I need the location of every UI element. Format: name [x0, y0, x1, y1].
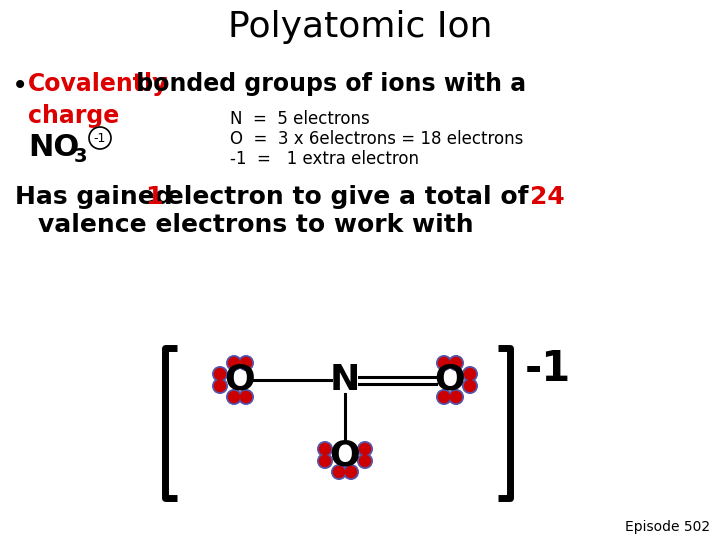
Circle shape: [227, 390, 241, 404]
Circle shape: [212, 367, 228, 381]
Circle shape: [239, 390, 253, 404]
Circle shape: [318, 454, 333, 468]
Text: NO: NO: [28, 133, 79, 162]
Circle shape: [228, 357, 240, 368]
Text: electron to give a total of: electron to give a total of: [158, 185, 537, 209]
Circle shape: [464, 381, 475, 392]
Text: O  =  3 x 6electrons = 18 electrons: O = 3 x 6electrons = 18 electrons: [230, 130, 523, 148]
Circle shape: [240, 392, 251, 402]
Text: -1: -1: [525, 348, 571, 390]
Text: O: O: [225, 363, 256, 397]
Circle shape: [320, 443, 330, 455]
Text: 3: 3: [74, 147, 88, 166]
Circle shape: [449, 390, 463, 404]
Circle shape: [358, 442, 372, 456]
Circle shape: [346, 467, 356, 477]
Circle shape: [464, 368, 475, 380]
Text: O: O: [435, 363, 465, 397]
Text: -1  =   1 extra electron: -1 = 1 extra electron: [230, 150, 419, 168]
Circle shape: [359, 456, 371, 467]
Circle shape: [451, 392, 462, 402]
Text: 1: 1: [145, 185, 163, 209]
Circle shape: [212, 379, 228, 393]
Text: N: N: [330, 363, 360, 397]
Text: charge: charge: [28, 104, 120, 128]
Text: O: O: [330, 438, 361, 472]
Text: Has gained: Has gained: [15, 185, 181, 209]
Circle shape: [463, 379, 477, 393]
Circle shape: [227, 356, 241, 370]
Text: N  =  5 electrons: N = 5 electrons: [230, 110, 370, 128]
Circle shape: [438, 357, 449, 368]
Circle shape: [343, 465, 359, 480]
Circle shape: [451, 357, 462, 368]
Text: 24: 24: [530, 185, 564, 209]
Circle shape: [449, 356, 463, 370]
Circle shape: [215, 381, 225, 392]
Circle shape: [438, 392, 449, 402]
Circle shape: [228, 392, 240, 402]
Circle shape: [463, 367, 477, 381]
Text: valence electrons to work with: valence electrons to work with: [38, 213, 474, 237]
Circle shape: [239, 356, 253, 370]
Text: Episode 502: Episode 502: [625, 520, 710, 534]
Text: •: •: [12, 72, 28, 100]
Circle shape: [437, 356, 451, 370]
Circle shape: [240, 357, 251, 368]
Circle shape: [320, 456, 330, 467]
Circle shape: [318, 442, 333, 456]
Circle shape: [332, 465, 346, 480]
Circle shape: [89, 127, 111, 149]
Circle shape: [333, 467, 344, 477]
Circle shape: [215, 368, 225, 380]
Circle shape: [359, 443, 371, 455]
Text: Covalently: Covalently: [28, 72, 168, 96]
Text: -1: -1: [94, 132, 106, 145]
Circle shape: [358, 454, 372, 468]
Text: bonded groups of ions with a: bonded groups of ions with a: [128, 72, 526, 96]
Circle shape: [437, 390, 451, 404]
Text: Polyatomic Ion: Polyatomic Ion: [228, 10, 492, 44]
